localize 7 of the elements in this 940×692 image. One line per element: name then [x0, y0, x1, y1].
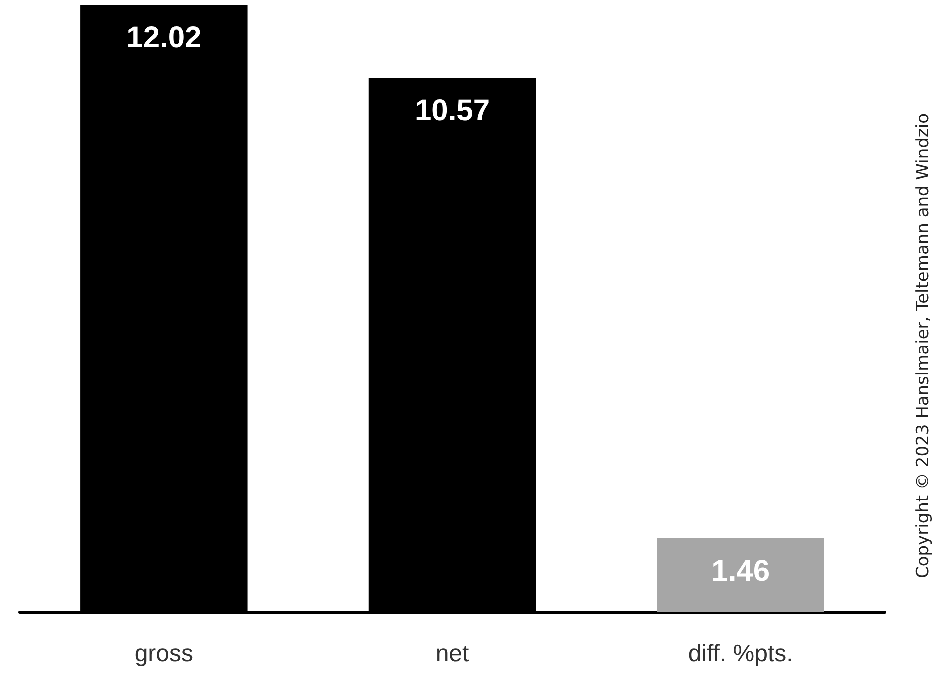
x-tick-label: gross — [134, 640, 194, 668]
text: Copyright © 2023 Hanslmaier, Teltemann and Windzio — [914, 114, 934, 578]
data-label: 12.02 — [126, 22, 202, 54]
data-label: 10.57 — [414, 94, 490, 128]
data-label: 1.46 — [712, 554, 770, 588]
x-tick-label: diff. %pts. — [688, 640, 794, 668]
x-tick-label: net — [436, 640, 470, 668]
